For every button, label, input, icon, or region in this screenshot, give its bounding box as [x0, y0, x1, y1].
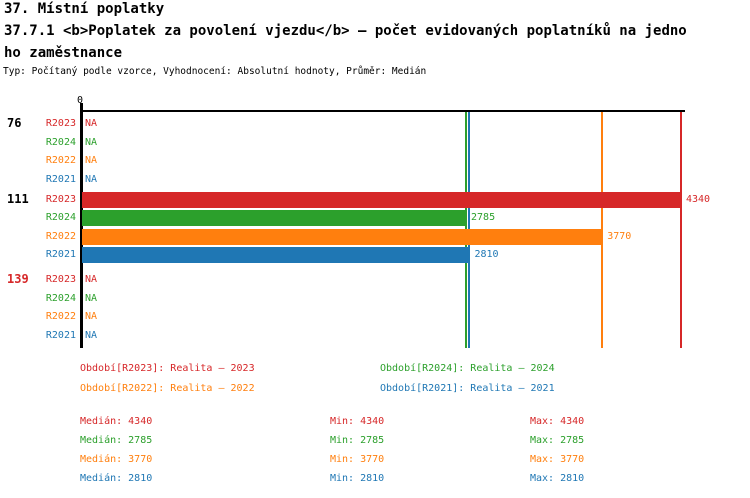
series-label: R2023	[45, 193, 76, 205]
na-value: NA	[85, 292, 98, 304]
bar-value: 3770	[607, 230, 632, 242]
series-label: R2021	[45, 249, 76, 260]
chart-subtitle-line2: ho zaměstnance	[4, 45, 123, 61]
group-label: 76	[7, 116, 22, 130]
stat-cell: Medián: 2810	[80, 473, 153, 484]
group-label: 139	[7, 272, 29, 286]
group-label: 111	[7, 191, 29, 206]
stat-cell: Medián: 3770	[80, 454, 153, 465]
na-value: NA	[85, 311, 98, 322]
stat-cell: Medián: 2785	[80, 435, 153, 446]
stat-cell: Max: 3770	[530, 454, 585, 465]
stat-cell: Min: 2810	[330, 473, 385, 484]
chart-subtitle-line1: 37.7.1 <b>Poplatek za povolení vjezdu</b…	[4, 23, 687, 39]
bar	[82, 247, 470, 263]
series-label: R2024	[45, 292, 76, 304]
x-axis-zero-label: 0	[76, 95, 84, 106]
na-value: NA	[85, 173, 98, 185]
series-label: R2022	[45, 155, 76, 166]
y-axis-line	[80, 103, 83, 348]
stat-cell: Medián: 4340	[80, 416, 153, 427]
legend-item: Období[R2022]: Realita – 2022	[80, 383, 255, 394]
na-value: NA	[85, 329, 98, 341]
stat-cell: Min: 2785	[330, 435, 385, 446]
median-line	[680, 112, 682, 348]
na-value: NA	[85, 274, 98, 285]
series-label: R2024	[45, 212, 76, 223]
series-label: R2021	[45, 329, 76, 341]
series-label: R2023	[45, 118, 76, 129]
series-label: R2021	[45, 173, 76, 185]
na-value: NA	[85, 118, 98, 129]
series-label: R2022	[45, 311, 76, 322]
bar	[82, 228, 603, 245]
stat-cell: Min: 3770	[330, 454, 385, 465]
bar-value: 4340	[686, 193, 711, 205]
legend-item: Období[R2021]: Realita – 2021	[380, 383, 555, 394]
na-value: NA	[85, 155, 98, 166]
stat-cell: Max: 2810	[530, 473, 585, 484]
stat-cell: Max: 2785	[530, 435, 585, 446]
series-label: R2023	[45, 274, 76, 285]
series-label: R2024	[45, 136, 76, 148]
stat-cell: Max: 4340	[530, 416, 585, 427]
bar-value: 2785	[471, 212, 496, 223]
bar-value: 2810	[474, 249, 499, 260]
na-value: NA	[85, 136, 98, 148]
bar	[82, 191, 681, 208]
legend-item: Období[R2024]: Realita – 2024	[380, 363, 555, 374]
series-label: R2022	[45, 230, 76, 242]
bar	[82, 210, 467, 226]
chart-meta-line: Typ: Počítaný podle vzorce, Vyhodnocení:…	[3, 66, 427, 77]
legend-item: Období[R2023]: Realita – 2023	[80, 363, 255, 374]
stat-cell: Min: 4340	[330, 416, 385, 427]
page-title: 37. Místní poplatky	[4, 1, 165, 17]
median-line	[601, 112, 604, 348]
x-axis-line	[81, 110, 685, 112]
